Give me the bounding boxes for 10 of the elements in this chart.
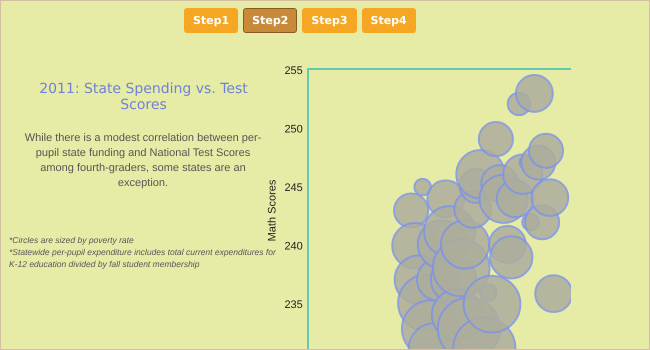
text: 2011: State Spending vs. Test Scores (38, 81, 249, 113)
y-tick-label: 235 (284, 299, 303, 312)
y-tick-label: 255 (284, 64, 303, 77)
text: *Circles are sized by poverty rate (9, 235, 134, 245)
text: *Statewide per-pupil expenditure includes total current expenditures for K-12 education divided by fall student membership (9, 246, 277, 270)
y-tick-label: 250 (284, 123, 303, 136)
y-axis-title: Math Scores (266, 179, 279, 242)
y-tick-label: 240 (284, 240, 303, 252)
text: While there is a modest correlation between per-pupil state funding and National Test Scores among fourth-graders, some states are an exception. (24, 131, 262, 191)
y-tick-label: 245 (284, 182, 303, 194)
